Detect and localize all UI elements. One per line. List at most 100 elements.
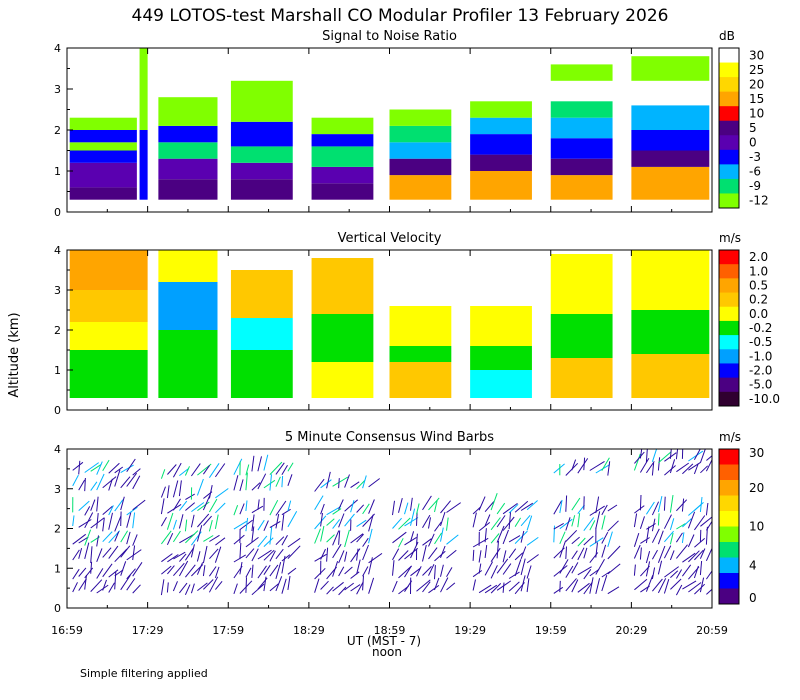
wind-barb [114,469,121,487]
wind-barb [559,580,561,593]
wind-barb [178,514,184,529]
wind-barb [120,530,129,543]
wind-barb [172,498,181,511]
wind-barb [356,581,364,595]
wind-barb [166,512,174,530]
x-tick-label: 19:59 [535,624,567,637]
wind-barb [275,500,287,516]
wind-barb [320,513,323,527]
wind-barb [607,563,621,575]
colorbar-swatch [719,106,739,122]
wind-barb [705,521,712,531]
wind-barb [705,570,712,580]
wind-barb [344,474,350,488]
wind-barb [693,565,699,579]
wind-barb [356,479,366,490]
wind-barb [209,534,220,542]
wind-barb [484,528,487,543]
wind-barb [658,451,672,464]
wind-barb [96,496,99,512]
wind-barb [496,525,505,543]
colorbar-swatch [719,391,739,407]
wind-barb [601,575,608,592]
colorbar-frame [718,448,740,605]
wind-barb [705,502,709,516]
wind-barb [571,459,577,471]
wind-barb [215,488,229,499]
heatmap-cell [470,171,532,200]
wind-barb [190,544,195,558]
wind-barb [314,515,327,530]
wind-barb [478,563,482,574]
heatmap-cell [389,306,452,346]
wind-barb [571,497,581,511]
wind-barb [633,544,641,559]
wind-barb [263,454,269,471]
wind-barb [508,503,519,514]
wind-barb [102,547,112,558]
wind-barb [553,522,564,530]
wind-barb [132,534,138,546]
wind-barb [160,498,165,515]
colorbar-label: -2.0 [749,364,772,378]
heatmap-cell [631,130,710,151]
wind-barb [245,472,248,491]
wind-barb [72,474,79,487]
wind-barb [233,505,239,516]
wind-barb [651,463,655,476]
heatmap-cell [631,354,710,398]
wind-barb [639,449,643,459]
wind-barb [589,505,605,516]
wind-barb [84,462,99,473]
wind-barb [167,565,175,575]
wind-barb [392,500,395,516]
heatmap-cell [158,125,218,143]
wind-barb [422,495,432,511]
wind-barb [404,502,409,515]
heatmap-cell [389,109,452,126]
wind-barb [90,579,103,592]
wind-barb [681,498,685,512]
wind-barb [102,518,105,532]
wind-barb [202,545,208,564]
wind-barb [132,512,136,529]
wind-barb [446,549,457,559]
heatmap-cell [470,117,532,135]
wind-barb [257,473,267,490]
wind-barb [344,566,353,575]
wind-barb [257,535,268,548]
wind-barb [514,500,529,513]
wind-barb [72,461,84,471]
wind-barb [362,537,369,547]
colorbar-label: -3 [749,150,761,164]
wind-barb [196,562,204,575]
wind-barb [440,577,449,593]
wind-barb [356,519,367,528]
wind-barb [239,479,244,492]
wind-barb [120,561,127,576]
wind-barb [571,579,579,593]
wind-barb [214,463,226,478]
wind-barb [108,582,115,593]
heatmap-cell [311,166,374,184]
wind-barb [645,550,651,564]
wind-barb [583,457,586,471]
wind-barb [275,462,285,475]
wind-barb [428,547,438,560]
wind-barb [114,531,120,542]
wind-barb [314,553,327,562]
heatmap-cell [69,322,148,350]
wind-barb [350,533,364,544]
wind-barb [203,515,212,526]
wind-barb [682,518,692,528]
heatmap-cell [139,130,148,200]
wind-barb [694,538,706,548]
y-tick-label: 1 [54,165,61,178]
wind-barb [126,549,142,561]
wind-barb [263,576,267,592]
wind-barb [356,548,359,561]
wind-barb [326,518,335,526]
y-tick-label: 1 [54,562,61,575]
wind-barb [434,500,438,513]
wind-barb [520,546,527,559]
